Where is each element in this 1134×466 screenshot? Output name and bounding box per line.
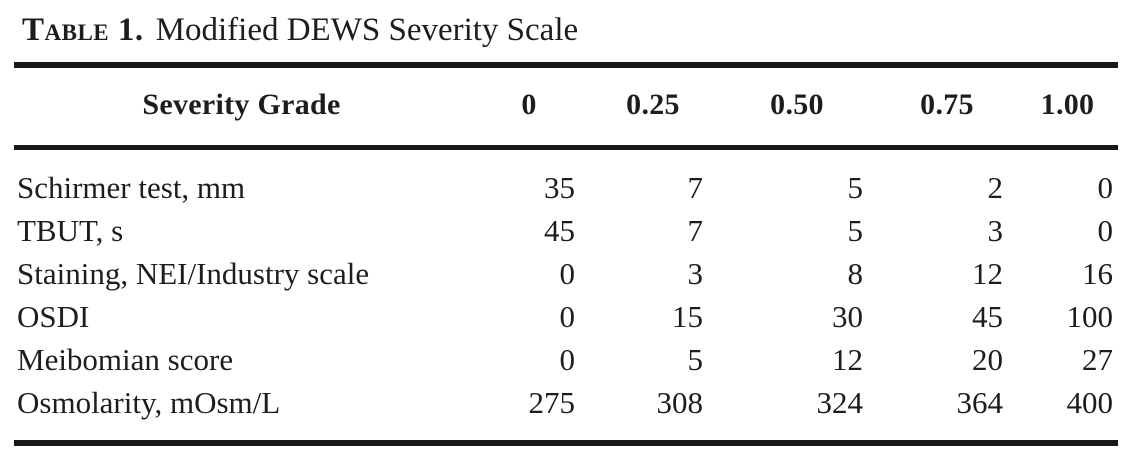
cell-value: 16 xyxy=(1082,256,1113,291)
cell-value: 5 xyxy=(847,170,864,205)
table-row-tbut: TBUT, s 45 7 5 3 0 xyxy=(14,209,1118,252)
cell-value: 0 xyxy=(559,299,576,334)
cell-value: 0 xyxy=(1097,213,1114,248)
column-header-grade-025: 0.25 xyxy=(589,65,717,150)
cell-value: 0 xyxy=(559,342,576,377)
cell-value: 0 xyxy=(1097,170,1114,205)
row-label: Schirmer test, mm xyxy=(17,170,246,205)
cell-value: 35 xyxy=(544,170,575,205)
cell-value: 5 xyxy=(687,342,704,377)
table-header-row: Severity Grade 0 0.25 0.50 0.75 1.00 xyxy=(14,65,1118,150)
table-row-schirmer: Schirmer test, mm 35 7 5 2 0 xyxy=(14,148,1118,210)
table-row-osdi: OSDI 0 15 30 45 100 xyxy=(14,295,1118,338)
cell-value: 0 xyxy=(559,256,576,291)
journal-table-figure: Table 1. Modified DEWS Severity Scale Sev… xyxy=(0,10,1134,446)
cell-value: 2 xyxy=(987,170,1004,205)
table-caption: Table 1. Modified DEWS Severity Scale xyxy=(22,10,1134,50)
cell-value: 8 xyxy=(847,256,864,291)
row-label: Osmolarity, mOsm/L xyxy=(17,385,281,420)
cell-value: 5 xyxy=(847,213,864,248)
cell-value: 275 xyxy=(528,385,576,420)
cell-value: 100 xyxy=(1066,299,1114,334)
cell-value: 27 xyxy=(1082,342,1113,377)
cell-value: 30 xyxy=(832,299,863,334)
cell-value: 324 xyxy=(816,385,864,420)
table-row-meibomian: Meibomian score 0 5 12 20 27 xyxy=(14,338,1118,381)
cell-value: 12 xyxy=(832,342,863,377)
cell-value: 3 xyxy=(687,256,704,291)
cell-value: 45 xyxy=(544,213,575,248)
severity-scale-table: Severity Grade 0 0.25 0.50 0.75 1.00 Sch… xyxy=(14,62,1118,446)
column-header-severity-grade: Severity Grade xyxy=(14,65,469,150)
cell-value: 15 xyxy=(672,299,703,334)
column-header-grade-100: 1.00 xyxy=(1017,65,1118,150)
row-label: Staining, NEI/Industry scale xyxy=(17,256,370,291)
table-number-label: Table 1. xyxy=(22,12,144,48)
row-label: OSDI xyxy=(17,299,90,334)
column-header-grade-0: 0 xyxy=(469,65,589,150)
cell-value: 308 xyxy=(656,385,704,420)
cell-value: 7 xyxy=(687,170,704,205)
cell-value: 12 xyxy=(972,256,1003,291)
cell-value: 400 xyxy=(1066,385,1114,420)
table-title: Modified DEWS Severity Scale xyxy=(155,12,579,48)
column-header-grade-050: 0.50 xyxy=(717,65,877,150)
table-row-osmolarity: Osmolarity, mOsm/L 275 308 324 364 400 xyxy=(14,381,1118,443)
cell-value: 20 xyxy=(972,342,1003,377)
table-row-staining: Staining, NEI/Industry scale 0 3 8 12 16 xyxy=(14,252,1118,295)
row-label: Meibomian score xyxy=(17,342,234,377)
cell-value: 45 xyxy=(972,299,1003,334)
cell-value: 7 xyxy=(687,213,704,248)
cell-value: 3 xyxy=(987,213,1004,248)
cell-value: 364 xyxy=(956,385,1004,420)
row-label: TBUT, s xyxy=(17,213,124,248)
column-header-grade-075: 0.75 xyxy=(877,65,1017,150)
